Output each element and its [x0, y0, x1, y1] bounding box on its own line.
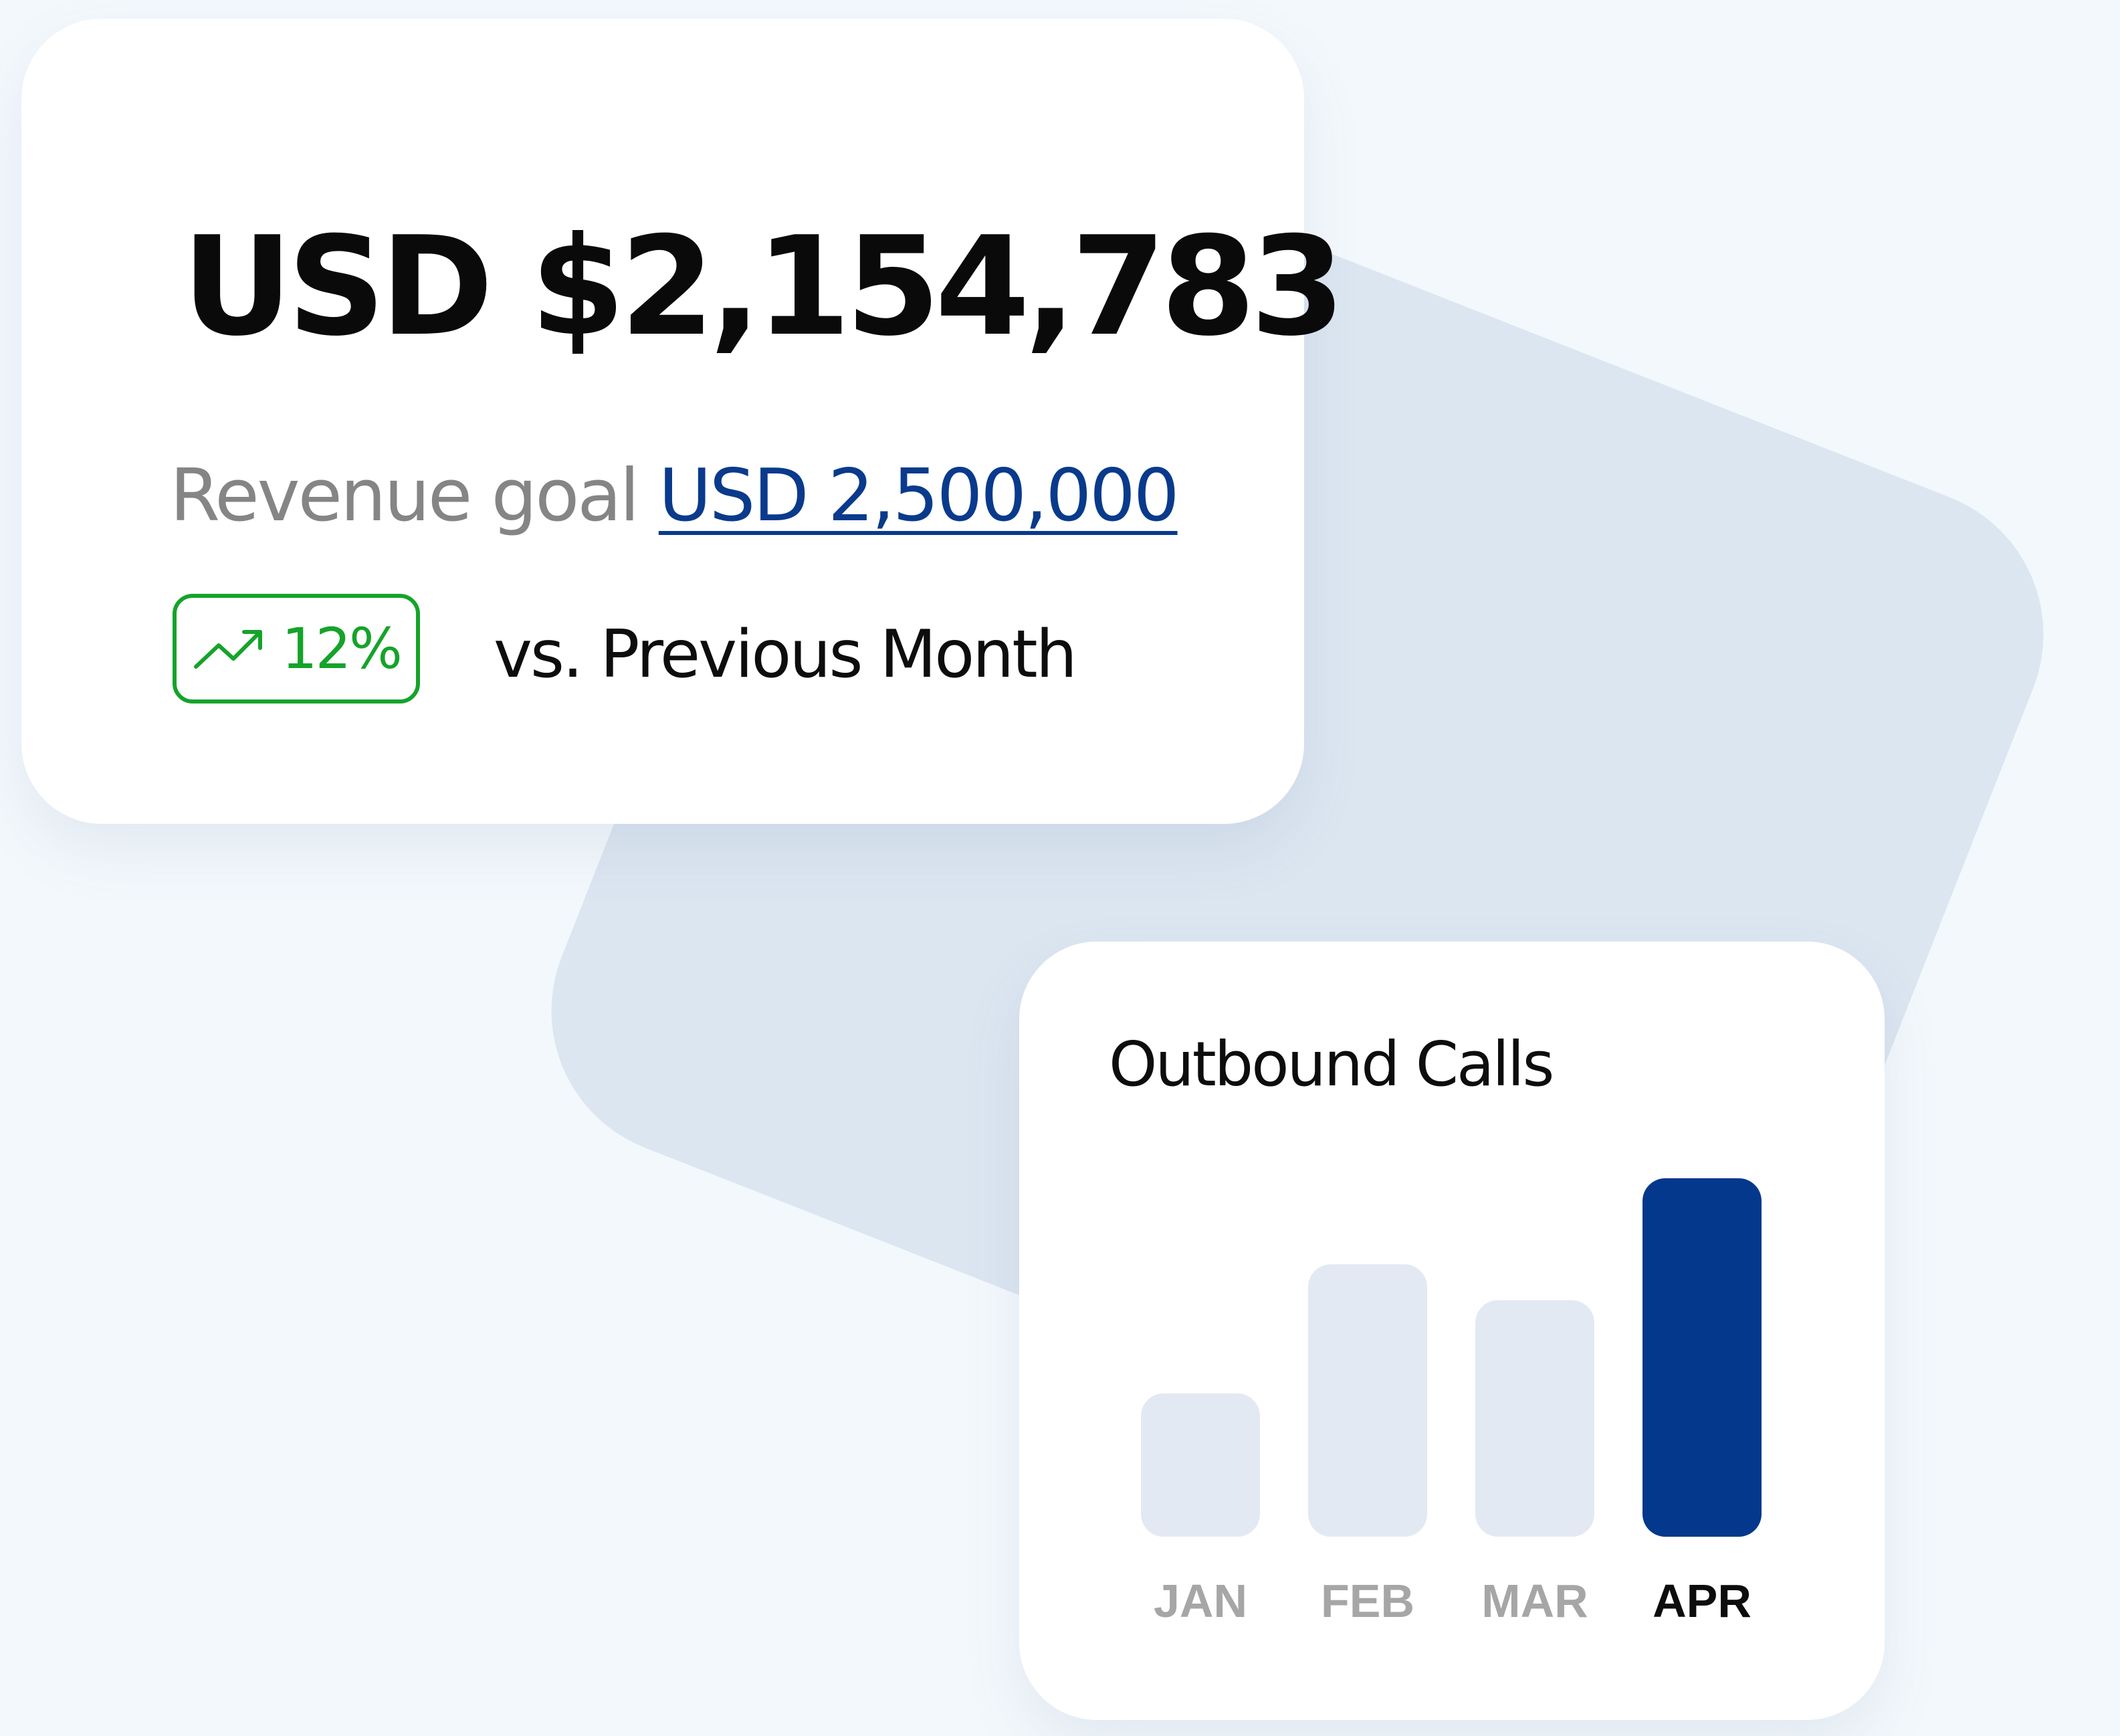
- tick-label-mar: MAR: [1481, 1575, 1588, 1627]
- bar-mar: [1475, 1300, 1594, 1537]
- revenue-card: USD $2,154,783 Revenue goal USD 2,500,00…: [21, 19, 1345, 824]
- change-value: 12%: [282, 616, 403, 681]
- bar-apr: [1642, 1178, 1762, 1537]
- tick-label-feb: FEB: [1321, 1575, 1414, 1627]
- change-badge: 12%: [173, 594, 420, 703]
- compare-label: vs. Previous Month: [494, 617, 1077, 693]
- chart-title: Outbound Calls: [1109, 1028, 1554, 1100]
- tick-label-jan: JAN: [1154, 1575, 1247, 1627]
- revenue-amount: USD $2,154,783: [182, 208, 1345, 366]
- trending-up-icon: [194, 630, 263, 669]
- bar-feb: [1308, 1264, 1427, 1537]
- outbound-calls-card: Outbound Calls JAN FEB MAR APR: [1019, 942, 1885, 1720]
- bar-chart: JAN FEB MAR APR: [1141, 1178, 1762, 1627]
- bar-jan: [1141, 1393, 1260, 1537]
- revenue-goal-row: Revenue goal USD 2,500,000: [170, 460, 1180, 532]
- tick-label-apr: APR: [1653, 1575, 1752, 1627]
- revenue-goal-link[interactable]: USD 2,500,000: [658, 454, 1180, 538]
- revenue-goal-label: Revenue goal: [170, 454, 639, 538]
